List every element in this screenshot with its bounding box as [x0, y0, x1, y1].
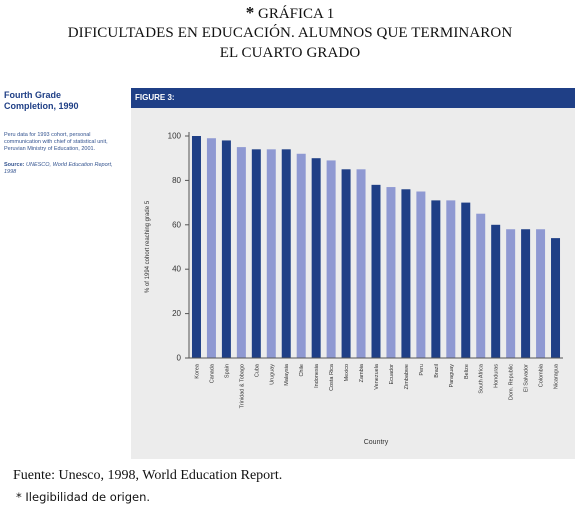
side-note: Peru data for 1993 cohort, personal comm… — [4, 132, 108, 152]
x-tick-label: Peru — [419, 364, 425, 376]
bar — [221, 140, 231, 358]
y-tick-label: 40 — [172, 265, 181, 274]
bar — [491, 224, 501, 358]
x-axis-labels: Korea Canada Spain Trinidad & Tobago Cuba Uru… — [194, 363, 559, 408]
y-axis-ticks: 0 20 40 60 80 100 — [168, 132, 189, 363]
x-tick-label: Mexico — [344, 364, 350, 381]
x-tick-label: Honduras — [494, 364, 500, 388]
bar — [311, 158, 321, 358]
bar — [461, 202, 471, 358]
y-tick-label: 80 — [172, 176, 181, 185]
x-tick-label: Zimbabwe — [404, 364, 410, 389]
x-tick-label: South Africa — [479, 363, 485, 394]
bar — [356, 169, 366, 358]
x-tick-label: Korea — [194, 363, 200, 379]
x-tick-label: El Salvador — [524, 364, 530, 392]
x-tick-label: Trinidad & Tobago — [239, 364, 245, 408]
bar — [551, 238, 561, 358]
bar — [401, 189, 411, 358]
footnote: * Ilegibilidad de origen. — [16, 490, 151, 504]
asterisk-mark: * — [245, 3, 255, 22]
side-source-text: UNESCO, World Education Report, 1998 — [4, 162, 113, 175]
bar — [266, 149, 276, 358]
x-axis-title: Country — [364, 439, 389, 446]
figure-label-band: FIGURE 3: — [131, 88, 575, 108]
bar — [476, 213, 486, 358]
x-tick-label: Colombia — [539, 363, 545, 387]
side-source-label: Source: — [4, 162, 25, 168]
figure-label: FIGURE 3: — [135, 93, 175, 102]
y-tick-label: 0 — [177, 354, 182, 363]
x-tick-label: Spain — [224, 364, 230, 378]
bar — [521, 229, 531, 358]
bars — [191, 136, 561, 358]
bar — [386, 187, 396, 358]
chart-title-line-1: DIFICULTADES EN EDUCACIÓN. ALUMNOS QUE T… — [67, 25, 513, 41]
bar-chart: 0 20 40 60 80 100 Korea Canada Spain Trinidad & … — [145, 132, 563, 446]
x-tick-label: Indonesia — [314, 363, 320, 388]
side-title-line-2: Completion, 1990 — [4, 101, 79, 111]
x-tick-label: Costa Rica — [329, 363, 335, 391]
chart-number-label: GRÁFICA 1 — [257, 6, 335, 22]
bar — [191, 136, 201, 358]
bar — [251, 149, 261, 358]
x-tick-label: Cuba — [254, 363, 260, 377]
x-tick-label: Uruguay — [269, 364, 275, 385]
x-tick-label: Nicaragua — [554, 363, 560, 389]
side-source: Source: UNESCO, World Education Report, … — [4, 162, 122, 176]
bar — [431, 200, 441, 358]
chart-area: 0 20 40 60 80 100 Korea Canada Spain Trinidad & … — [131, 108, 575, 459]
x-tick-label: Chile — [299, 364, 305, 377]
bar — [236, 147, 246, 358]
chart-number: * GRÁFICA 1 — [0, 4, 580, 23]
bar — [446, 200, 456, 358]
bar — [536, 229, 546, 358]
x-tick-label: Paraguay — [449, 364, 455, 388]
document-header: * GRÁFICA 1 DIFICULTADES EN EDUCACIÓN. A… — [0, 4, 580, 63]
bar — [341, 169, 351, 358]
x-tick-label: Malaysia — [284, 363, 290, 386]
y-tick-label: 100 — [168, 132, 182, 141]
y-tick-label: 20 — [172, 309, 181, 318]
bar — [281, 149, 291, 358]
bar — [206, 138, 216, 358]
chart-title-line-2: EL CUARTO GRADO — [219, 45, 361, 61]
side-panel: Fourth Grade Completion, 1990 Peru data … — [4, 90, 122, 176]
side-title-line-1: Fourth Grade — [4, 90, 62, 100]
y-axis-title: % of 1994 cohort reaching grade 5 — [145, 200, 151, 293]
bar — [296, 153, 306, 358]
x-tick-label: Canada — [209, 363, 215, 383]
bar — [416, 191, 426, 358]
x-tick-label: Brazil — [434, 364, 440, 378]
x-tick-label: Zambia — [359, 363, 365, 382]
x-tick-label: Dom. Republic — [509, 364, 515, 400]
x-tick-label: Belize — [464, 364, 470, 379]
bar — [506, 229, 516, 358]
bar — [326, 160, 336, 358]
y-tick-label: 60 — [172, 220, 181, 229]
x-tick-label: Ecuador — [389, 364, 395, 385]
bar — [371, 184, 381, 358]
x-tick-label: Venezuela — [374, 363, 380, 390]
source-line: Fuente: Unesco, 1998, World Education Re… — [13, 468, 283, 483]
